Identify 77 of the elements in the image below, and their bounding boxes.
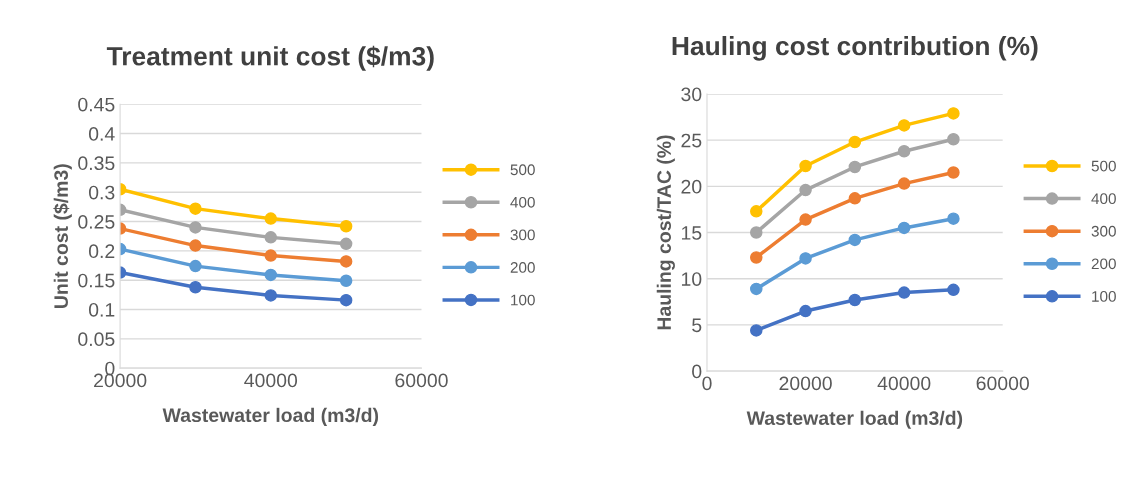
x-tick-label: 40000 <box>877 376 931 391</box>
point <box>750 324 763 337</box>
x-tick-label: 60000 <box>976 376 1029 391</box>
point <box>264 289 278 302</box>
y-tick-label: 25 <box>681 133 702 148</box>
legend-label: 500 <box>1091 160 1116 172</box>
y-tick-label: 5 <box>692 318 702 333</box>
x-tick-label: 60000 <box>395 373 448 388</box>
x-axis-title: Wastewater load (m3/d) <box>162 407 379 426</box>
point <box>264 212 278 225</box>
point <box>848 160 862 174</box>
point <box>799 183 812 197</box>
chart-title: Treatment unit cost ($/m3) <box>106 45 434 71</box>
point <box>947 212 960 225</box>
y-tick-label: 10 <box>681 272 702 286</box>
point <box>339 274 353 288</box>
point <box>897 177 911 190</box>
point <box>848 135 862 149</box>
legend-label: 300 <box>510 229 535 241</box>
y-tick-label: 0.35 <box>78 156 115 171</box>
point <box>897 119 911 132</box>
chart-title: Hauling cost contribution (%) <box>672 35 1038 61</box>
point <box>947 133 960 146</box>
y-tick-label: 0.15 <box>78 273 115 288</box>
legend-label: 400 <box>1091 193 1116 205</box>
y-tick-label: 0.45 <box>78 97 115 112</box>
point <box>264 268 278 282</box>
y-axis-title: Unit cost ($/m3) <box>53 164 72 308</box>
point <box>750 226 763 239</box>
legend-label: 200 <box>510 262 535 273</box>
point <box>189 280 202 294</box>
x-tick-label: 20000 <box>779 376 832 391</box>
point <box>339 237 353 251</box>
point <box>264 231 278 244</box>
point <box>848 233 862 247</box>
y-tick-label: 15 <box>681 226 702 240</box>
point <box>339 219 353 233</box>
point <box>897 286 911 299</box>
point <box>189 202 202 215</box>
legend-label: 400 <box>510 196 535 208</box>
point <box>947 283 960 297</box>
legend-label: 100 <box>511 294 535 306</box>
point <box>799 159 812 173</box>
point <box>947 166 960 179</box>
point <box>339 255 353 268</box>
point <box>339 293 353 307</box>
point <box>750 205 763 218</box>
x-axis-title: Wastewater load (m3/d) <box>746 410 963 429</box>
y-tick-label: 30 <box>681 87 702 102</box>
y-tick-label: 0.1 <box>88 302 115 317</box>
y-tick-label: 0.25 <box>78 215 115 229</box>
point <box>848 293 862 307</box>
point <box>799 252 812 265</box>
legend-label: 300 <box>1091 225 1116 237</box>
y-tick-label: 0.3 <box>88 185 115 200</box>
legend-label: 200 <box>1091 258 1116 270</box>
point <box>897 221 911 235</box>
legend-label: 500 <box>510 164 535 176</box>
y-tick-label: 0.4 <box>88 127 115 141</box>
y-tick-label: 0.05 <box>78 332 115 347</box>
y-tick-label: 0.2 <box>88 244 115 259</box>
y-tick-label: 20 <box>681 179 702 194</box>
point <box>799 213 812 226</box>
point <box>189 259 202 273</box>
x-tick-label: 40000 <box>244 373 298 388</box>
point <box>947 107 960 120</box>
point <box>189 221 202 234</box>
y-axis-title: Hauling cost/TAC (%) <box>656 135 675 330</box>
point <box>799 304 812 318</box>
point <box>848 192 862 205</box>
point <box>750 251 763 264</box>
point <box>264 249 278 262</box>
point <box>897 145 911 158</box>
x-tick-label: 0 <box>702 376 712 391</box>
point <box>189 239 202 252</box>
point <box>750 282 763 296</box>
legend-label: 100 <box>1092 290 1116 302</box>
